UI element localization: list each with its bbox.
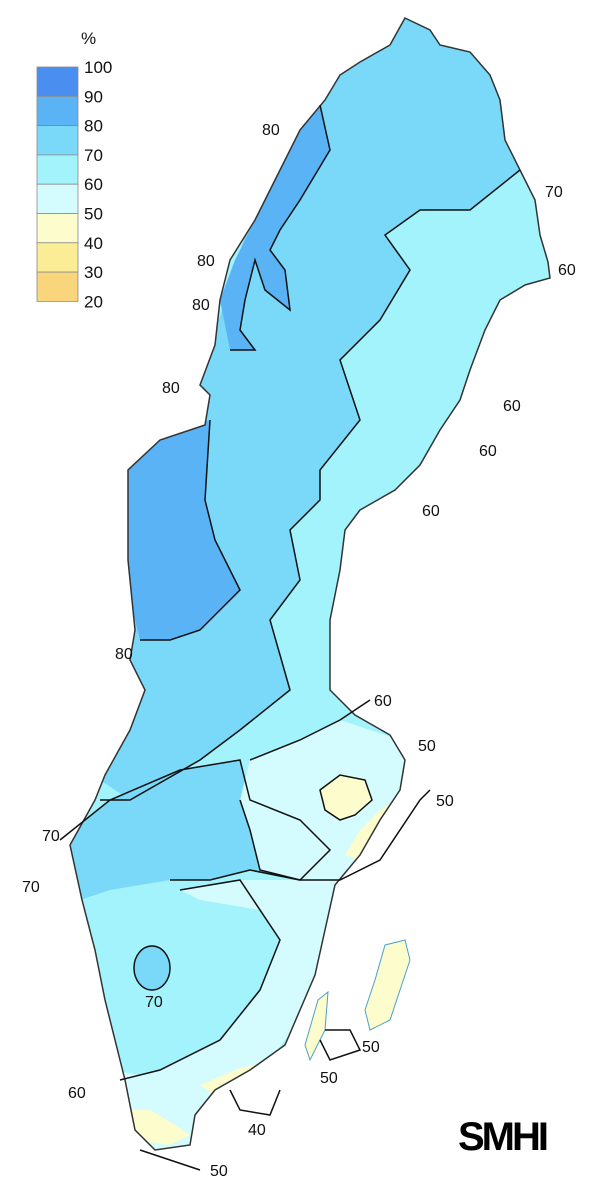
contour-label: 60 — [68, 1085, 86, 1102]
legend-tick: 40 — [84, 234, 103, 253]
contour-label: 80 — [192, 297, 210, 314]
legend-tick: 100 — [84, 58, 112, 77]
legend-swatch-30-40 — [36, 242, 79, 273]
gotland-island — [364, 939, 411, 1031]
contour-label: 70 — [545, 184, 563, 201]
contour-label: 60 — [374, 693, 392, 710]
contour-label: 70 — [145, 994, 163, 1011]
contour-label: 70 — [22, 879, 40, 896]
zone-40-50-skane — [128, 1110, 190, 1145]
contour-label: 50 — [436, 793, 454, 810]
legend-swatch-70-80 — [36, 125, 79, 156]
contour-label: 50 — [418, 738, 436, 755]
legend-swatch-40-50 — [36, 213, 79, 244]
contour-label: 40 — [248, 1122, 266, 1139]
contour-label: 60 — [422, 503, 440, 520]
legend-swatch-20-30 — [36, 271, 79, 302]
legend-tick: 90 — [84, 87, 103, 106]
legend-tick: 60 — [84, 175, 103, 194]
contour-label: 80 — [262, 122, 280, 139]
contour-label: 50 — [362, 1039, 380, 1056]
legend-tick: 70 — [84, 146, 103, 165]
legend-tick: 80 — [84, 117, 103, 136]
legend-swatch-50-60 — [36, 183, 79, 214]
contour-labels: 80 70 80 60 80 60 80 60 60 80 60 50 50 7… — [22, 122, 576, 1180]
contour-label: 50 — [210, 1163, 228, 1180]
legend-swatch-60-70 — [36, 154, 79, 185]
contour-label: 60 — [479, 443, 497, 460]
contour-label: 60 — [558, 262, 576, 279]
contour-label: 50 — [320, 1070, 338, 1087]
legend: % 100 90 80 70 60 50 40 30 20 — [36, 29, 112, 311]
smhi-logo: SMHI — [458, 1115, 547, 1159]
legend-tick: 50 — [84, 205, 103, 224]
zone-40-50-kalmar — [200, 1015, 320, 1100]
zone-70-80-small — [134, 946, 170, 990]
zone-40-50-uppland — [320, 775, 372, 820]
legend-swatch-90-100 — [36, 66, 79, 97]
oland-island — [304, 990, 329, 1062]
contour-label: 80 — [162, 380, 180, 397]
zone-80-90-central — [120, 420, 240, 640]
contour-label: 80 — [115, 646, 133, 663]
contour-label: 70 — [42, 828, 60, 845]
zone-50-60-south — [120, 880, 340, 1100]
legend-tick: 20 — [84, 292, 103, 311]
contour-lines — [59, 104, 521, 1171]
contour-label: 60 — [503, 398, 521, 415]
legend-swatch-80-90 — [36, 95, 79, 127]
legend-tick: 30 — [84, 263, 103, 282]
contour-label: 80 — [197, 253, 215, 270]
legend-unit: % — [81, 29, 96, 48]
